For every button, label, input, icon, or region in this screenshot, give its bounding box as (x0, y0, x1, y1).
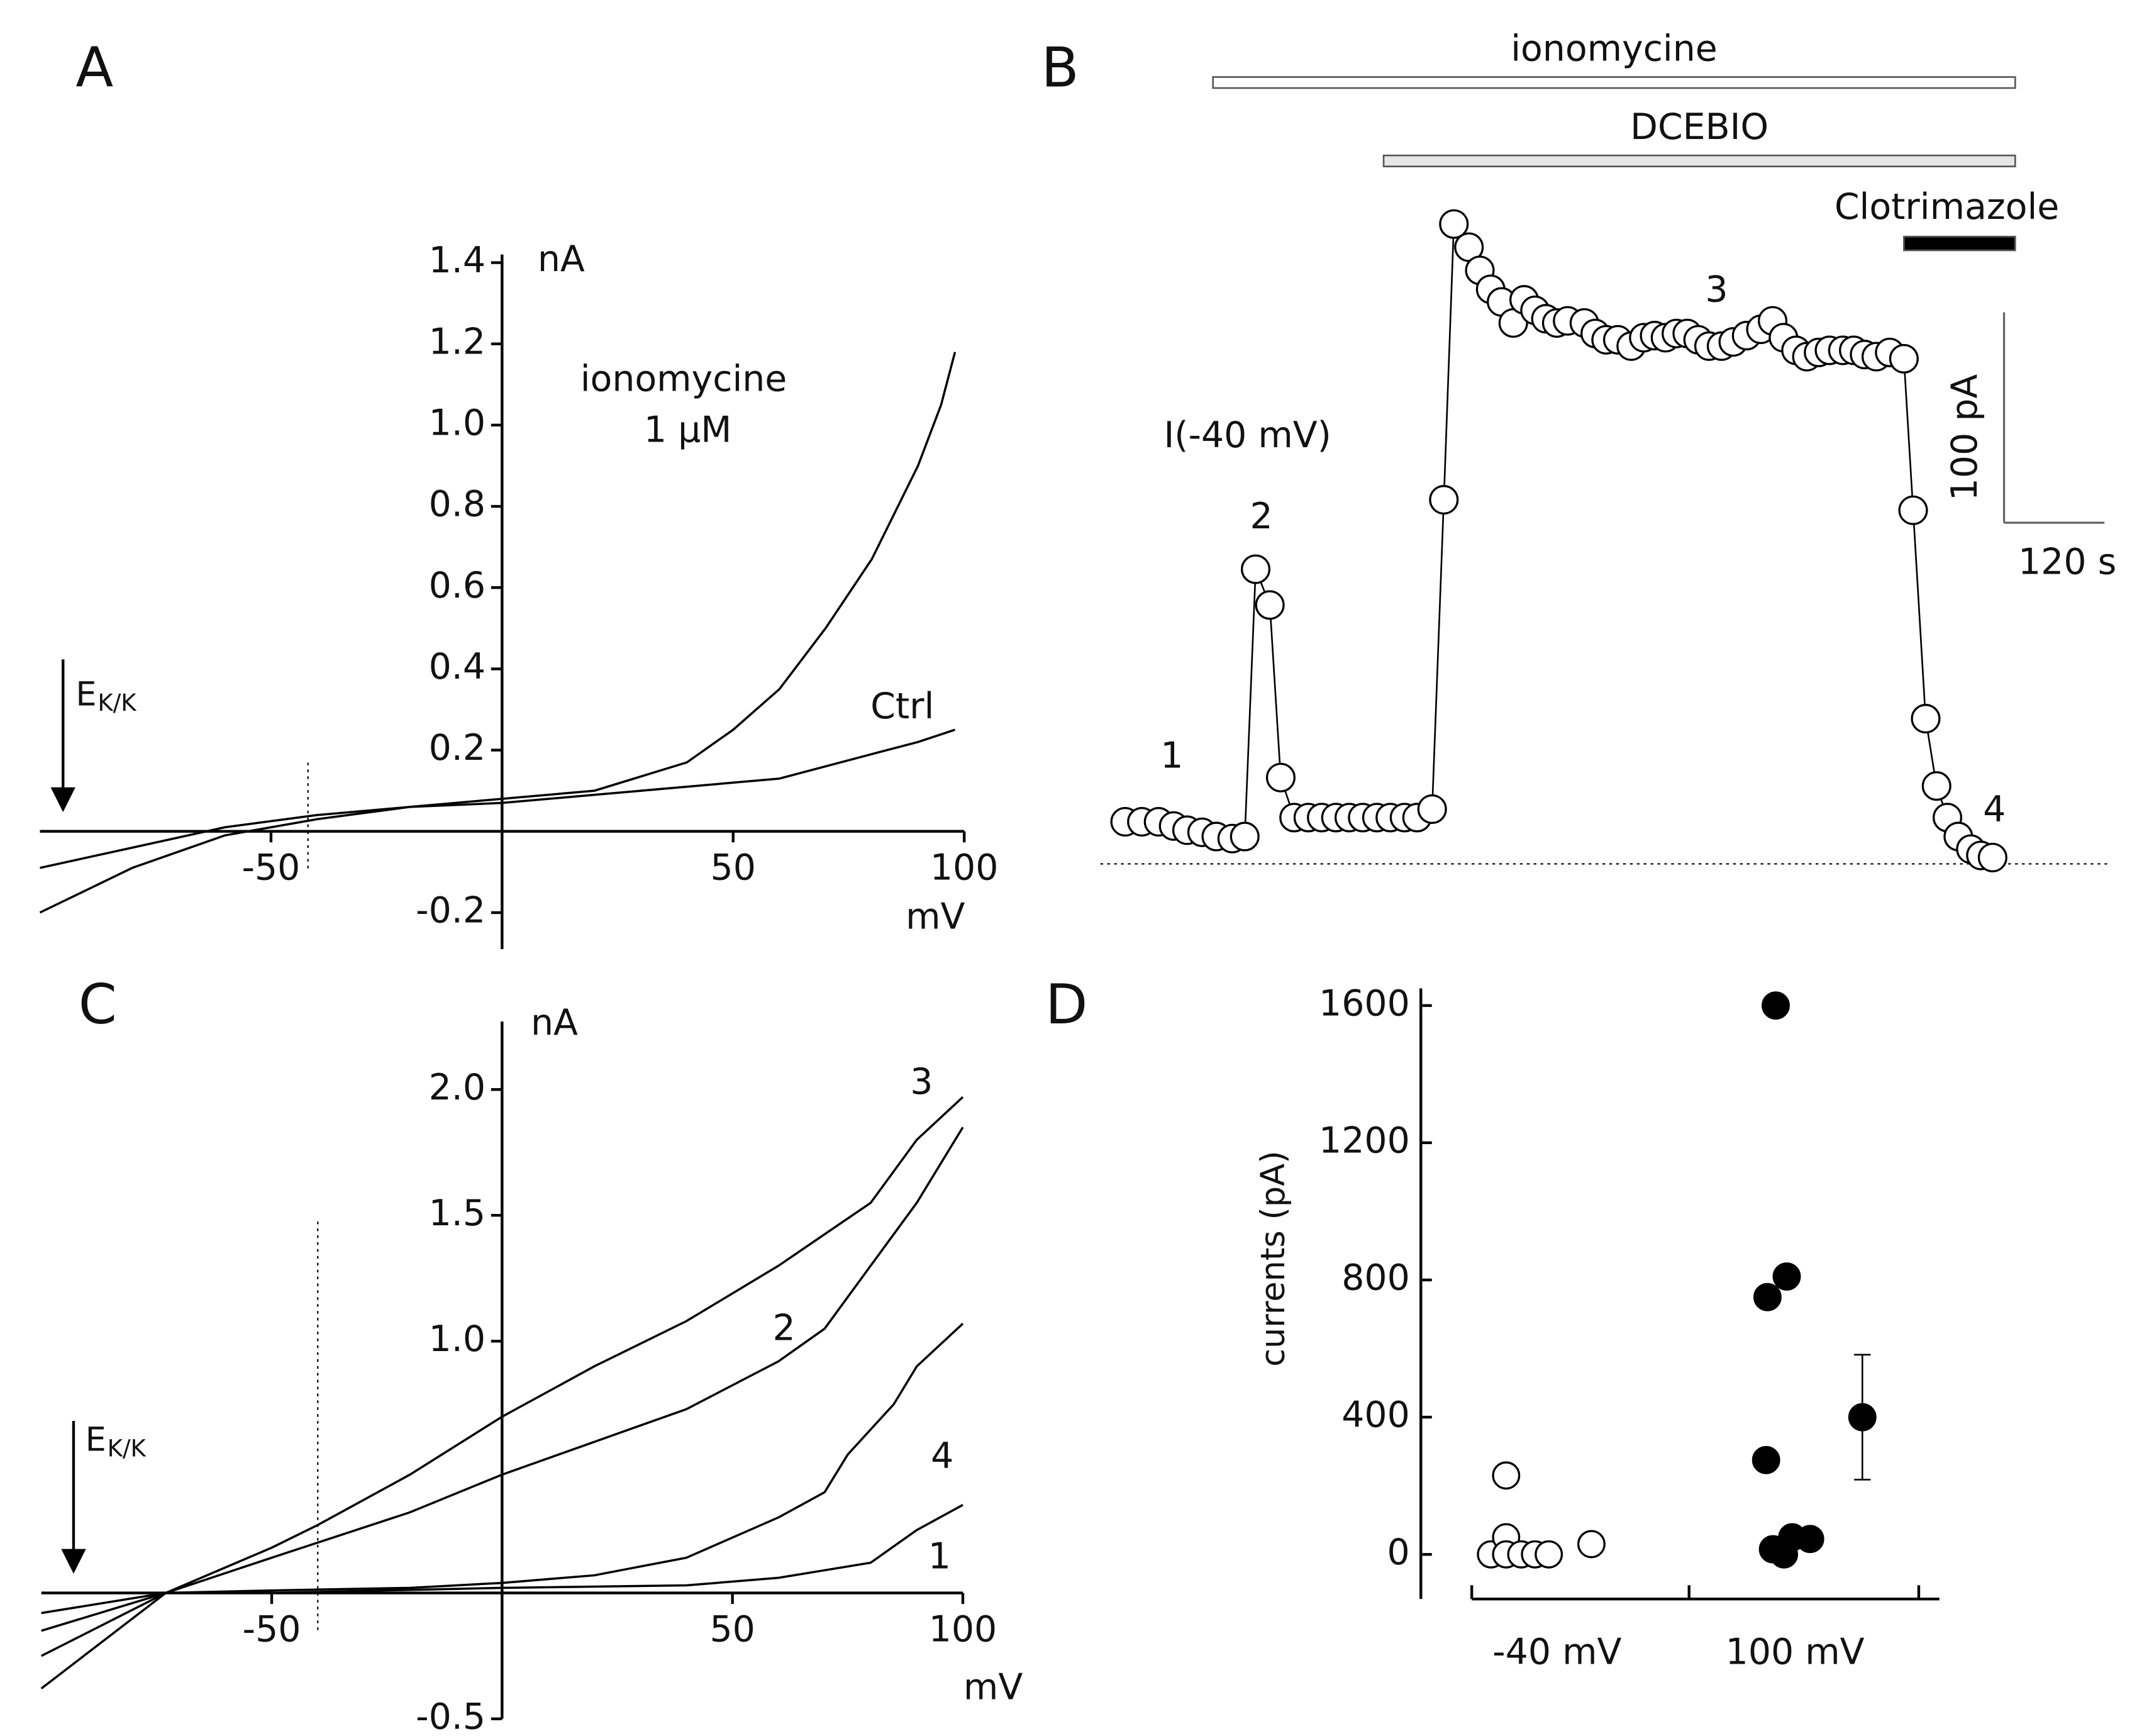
point (1492, 1461, 1521, 1490)
y-axis-label: currents (pA) (1254, 1150, 1292, 1366)
point (1429, 485, 1459, 515)
point (1772, 1262, 1801, 1291)
point (1796, 1525, 1824, 1554)
point (1255, 590, 1285, 620)
y-tick-label: 1600 (1319, 982, 1410, 1024)
arrow-head (50, 787, 75, 813)
scale-label-x: 120 s (2018, 541, 2116, 582)
x-tick-label: 100 (930, 847, 999, 889)
point (1265, 762, 1296, 793)
trace (40, 1127, 964, 1657)
panel-label: C (79, 972, 117, 1037)
arrow-head (61, 1549, 86, 1574)
y-tick-label: 1.0 (429, 402, 486, 443)
y-axis-label: nA (531, 1002, 578, 1043)
point (1230, 821, 1260, 852)
y-tick-label: 0.4 (429, 646, 486, 687)
annotation: 2 (1250, 496, 1272, 537)
point (1898, 495, 1928, 525)
treatment-label: Clotrimazole (1835, 186, 2059, 228)
y-tick-label: 800 (1341, 1257, 1410, 1299)
y-tick-label: 0.8 (429, 484, 486, 525)
annotation: 1 (1160, 735, 1183, 777)
treatment-bar (1382, 154, 2016, 167)
treatment-label: ionomycine (1511, 28, 1718, 70)
x-tick-label: -50 (243, 1608, 301, 1650)
y-axis-label: nA (538, 238, 585, 280)
trace-label: Ctrl (870, 686, 934, 727)
point (1762, 991, 1790, 1020)
trace (41, 1323, 964, 1632)
annotation: I(-40 mV) (1163, 415, 1331, 456)
y-tick-label: 1200 (1319, 1120, 1410, 1161)
trace-label: ionomycine (580, 358, 787, 399)
point (1911, 704, 1941, 734)
point (1977, 842, 2007, 872)
trace-label: 2 (773, 1307, 796, 1349)
x-tick-label: 100 mV (1726, 1631, 1865, 1672)
x-tick-label: -50 (242, 847, 300, 889)
annotation: 4 (1983, 789, 2006, 830)
x-axis-label: mV (963, 1666, 1023, 1708)
y-tick-label: 1.5 (429, 1193, 486, 1234)
trace (40, 728, 956, 869)
y-tick-label: 2.0 (429, 1067, 486, 1108)
trace (40, 1096, 964, 1689)
panel-label: B (1041, 36, 1079, 100)
y-tick-label: 0.2 (429, 727, 486, 769)
point (1753, 1283, 1782, 1311)
y-tick-label: 0.6 (429, 565, 486, 606)
x-tick-label: 50 (709, 1608, 755, 1650)
mean-point (1848, 1403, 1877, 1432)
treatment-bar (1212, 76, 2016, 89)
panel-label: D (1045, 972, 1087, 1037)
point (1752, 1445, 1780, 1474)
y-tick-label: -0.5 (416, 1696, 486, 1736)
ek-label: E (75, 675, 96, 713)
y-tick-label: -0.2 (416, 890, 486, 932)
annotation: 1 μM (644, 409, 731, 450)
treatment-bar (1903, 235, 2016, 252)
y-tick-label: 400 (1341, 1394, 1410, 1436)
y-tick-label: 1.4 (429, 240, 486, 281)
point (1417, 794, 1447, 824)
point (1535, 1540, 1563, 1569)
point (1889, 343, 1919, 374)
y-tick-label: 0 (1387, 1532, 1410, 1573)
x-tick-label: -40 mV (1492, 1631, 1621, 1672)
trace-label: 1 (928, 1536, 951, 1577)
ek-label: E (86, 1421, 106, 1459)
trace-label: 3 (910, 1061, 933, 1103)
annotation: 3 (1705, 269, 1728, 310)
point (1241, 554, 1271, 584)
x-axis-label: mV (906, 896, 965, 938)
ek-subscript: K/K (108, 1435, 147, 1462)
panel-label: A (75, 36, 113, 100)
x-tick-label: 50 (711, 847, 756, 889)
y-tick-label: 1.2 (429, 321, 486, 362)
x-tick-label: 100 (929, 1608, 997, 1650)
trace-label: 4 (931, 1435, 953, 1477)
treatment-label: DCEBIO (1630, 106, 1768, 148)
point (1439, 209, 1469, 239)
point (1921, 771, 1952, 801)
ek-subscript: K/K (97, 689, 137, 716)
mean-point (1577, 1530, 1606, 1559)
trace (39, 352, 957, 914)
y-tick-label: 1.0 (429, 1318, 486, 1360)
scale-label-y: 100 pA (1944, 374, 1985, 501)
